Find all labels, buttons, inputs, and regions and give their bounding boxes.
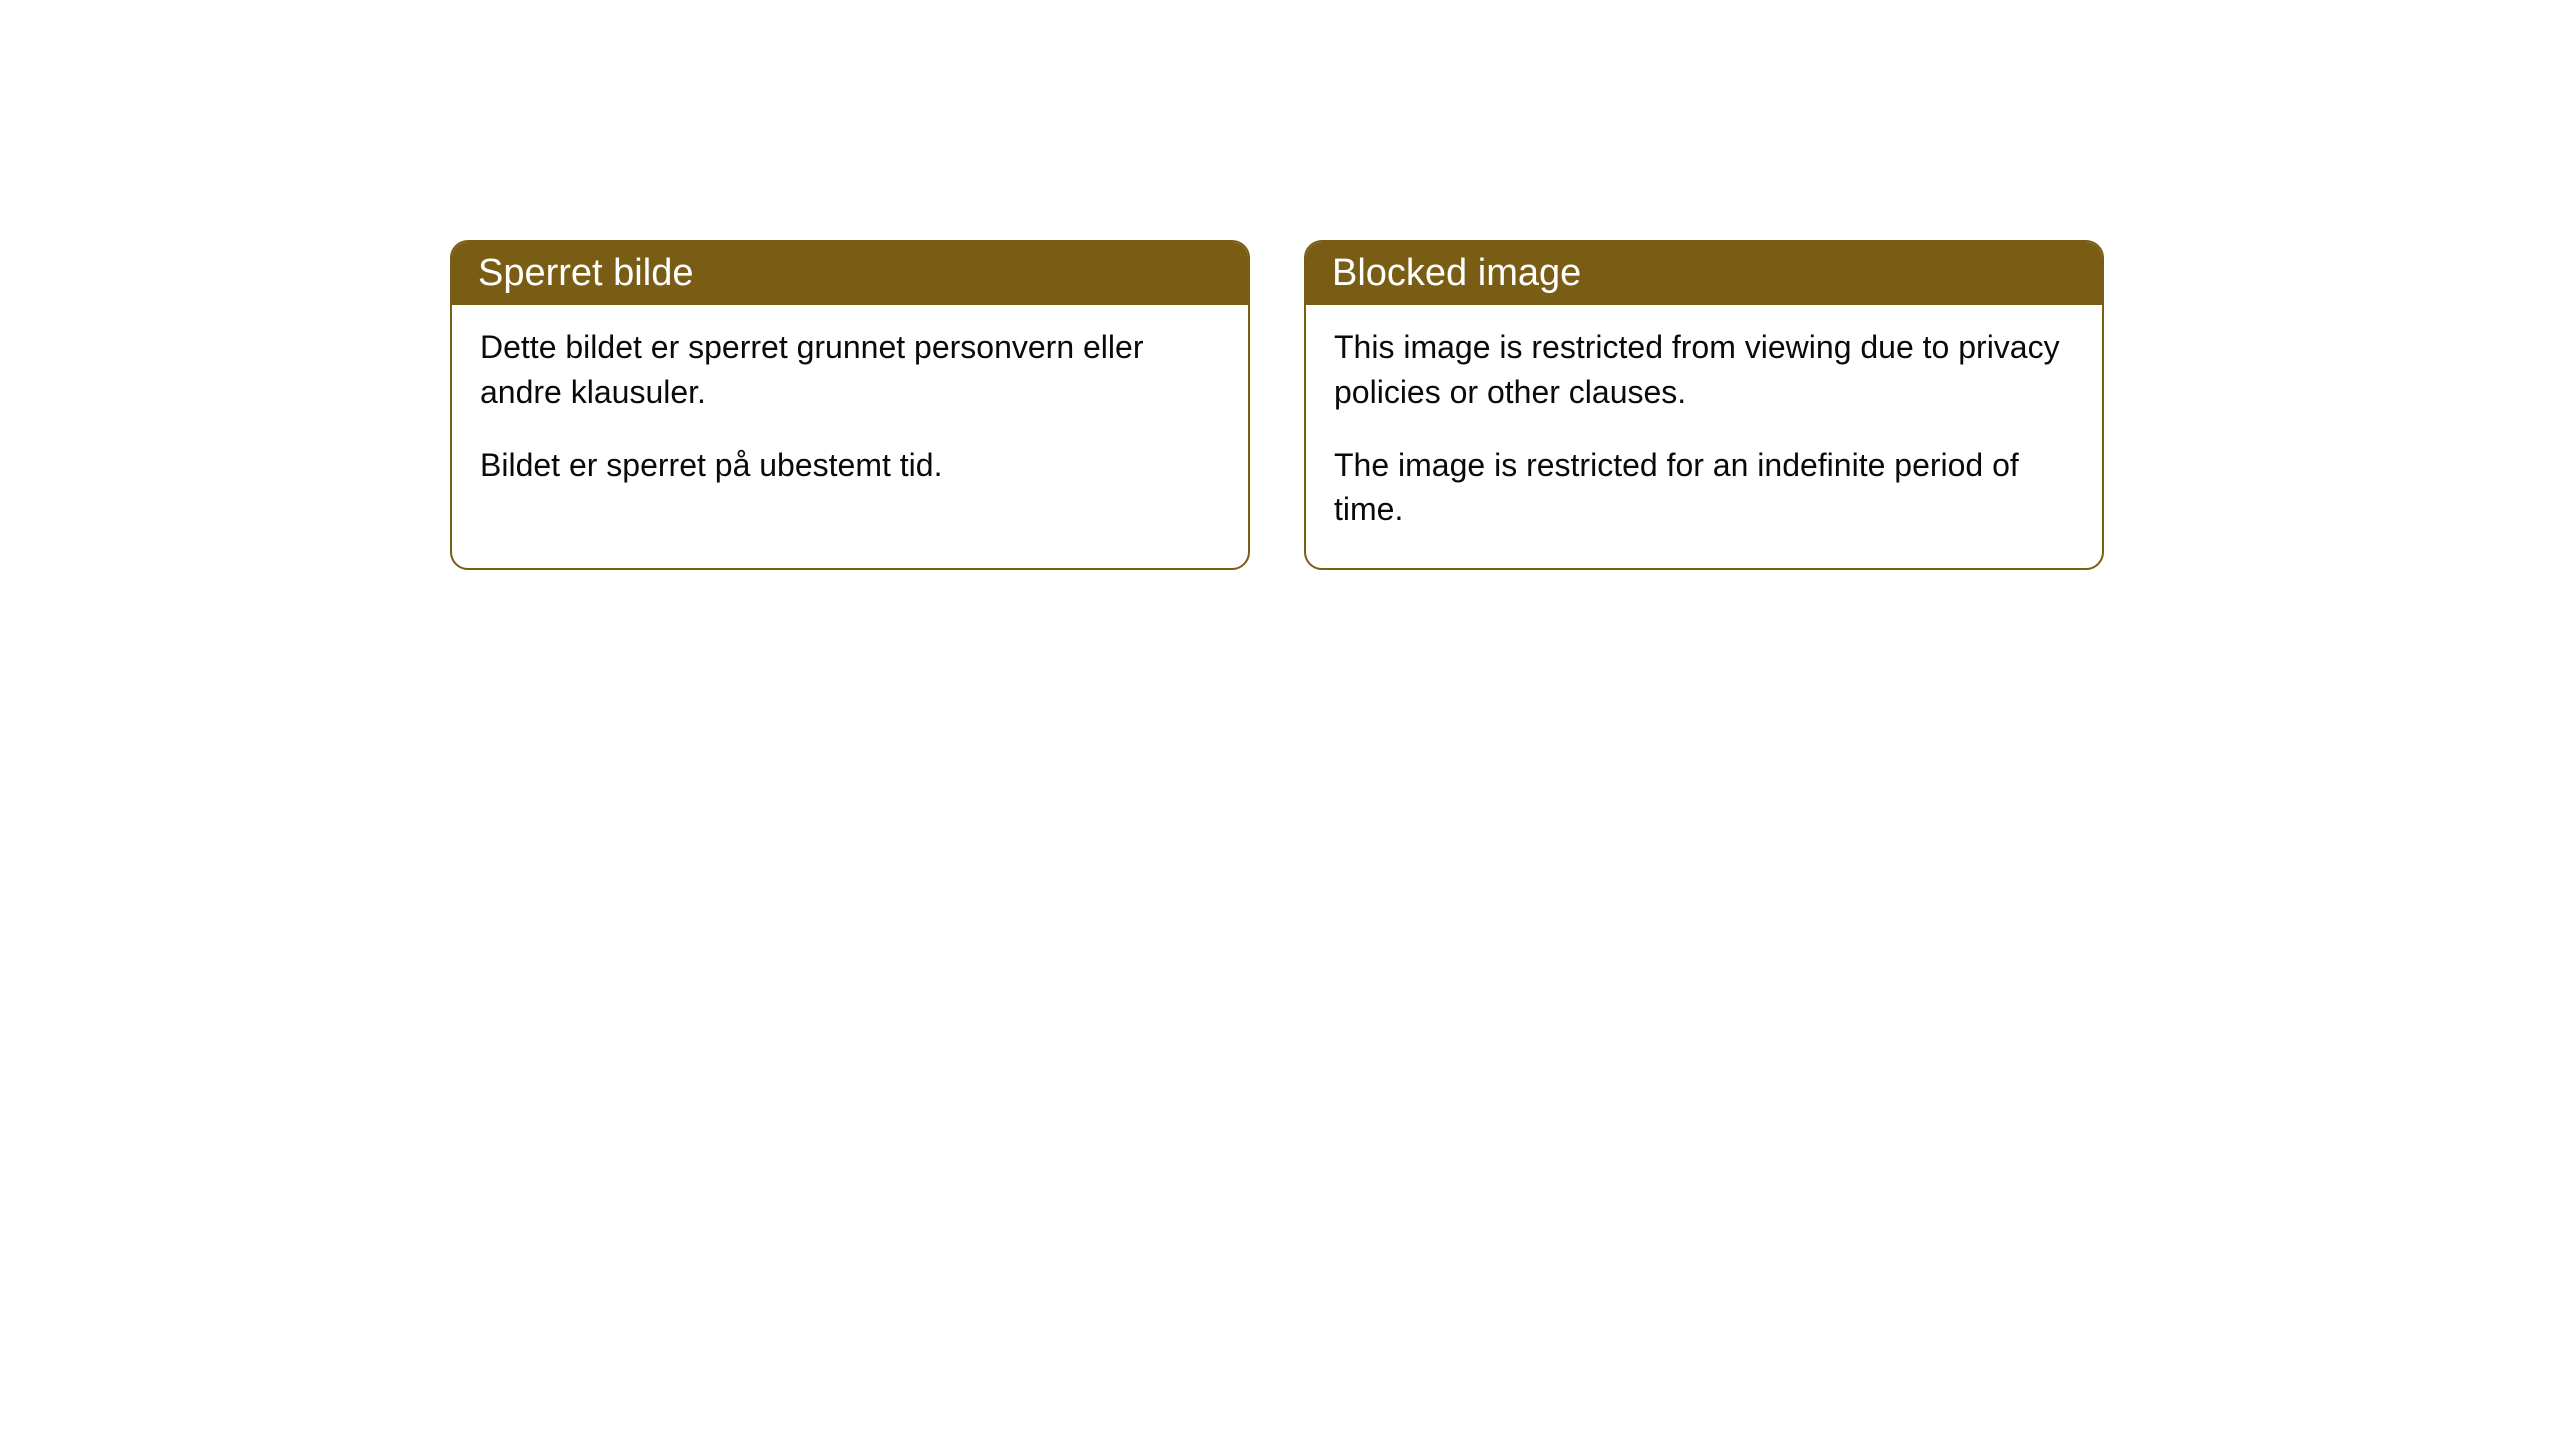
card-title: Sperret bilde — [478, 252, 693, 294]
notice-container: Sperret bilde Dette bildet er sperret gr… — [0, 0, 2560, 570]
card-paragraph: The image is restricted for an indefinit… — [1334, 443, 2074, 533]
notice-card-norwegian: Sperret bilde Dette bildet er sperret gr… — [450, 240, 1250, 570]
card-body: Dette bildet er sperret grunnet personve… — [452, 305, 1248, 523]
card-paragraph: Bildet er sperret på ubestemt tid. — [480, 443, 1220, 488]
card-header: Blocked image — [1306, 242, 2102, 305]
card-paragraph: Dette bildet er sperret grunnet personve… — [480, 325, 1220, 415]
card-body: This image is restricted from viewing du… — [1306, 305, 2102, 568]
card-title: Blocked image — [1332, 252, 1581, 294]
card-header: Sperret bilde — [452, 242, 1248, 305]
notice-card-english: Blocked image This image is restricted f… — [1304, 240, 2104, 570]
card-paragraph: This image is restricted from viewing du… — [1334, 325, 2074, 415]
